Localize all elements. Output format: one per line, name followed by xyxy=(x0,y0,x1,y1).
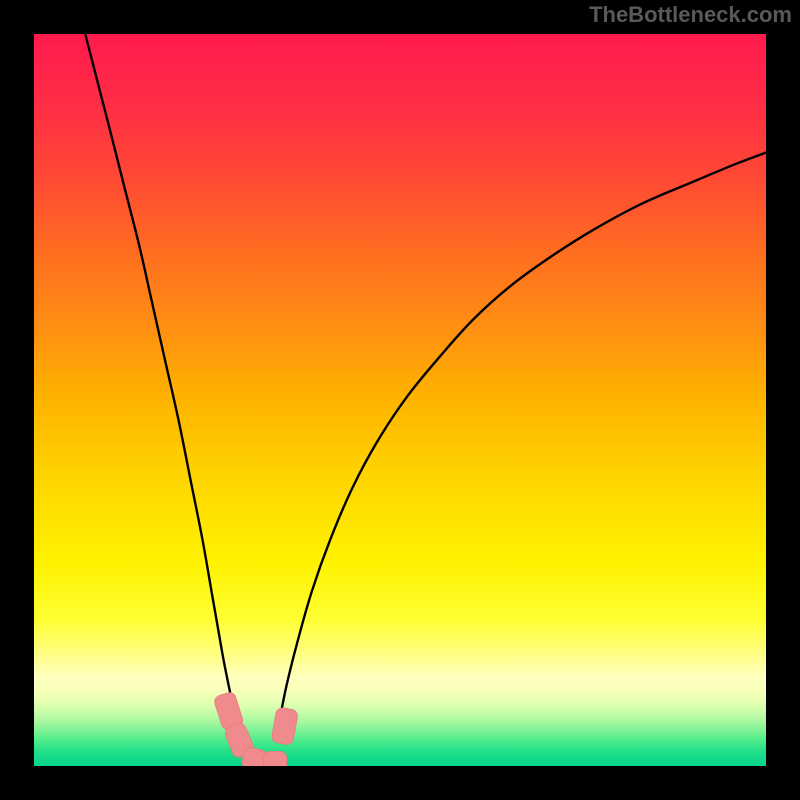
watermark-text: TheBottleneck.com xyxy=(589,2,792,28)
marker-capsule xyxy=(263,751,286,766)
chart-canvas: TheBottleneck.com xyxy=(0,0,800,800)
gradient-background xyxy=(34,34,766,766)
plot-area xyxy=(34,34,766,766)
chart-svg xyxy=(34,34,766,766)
